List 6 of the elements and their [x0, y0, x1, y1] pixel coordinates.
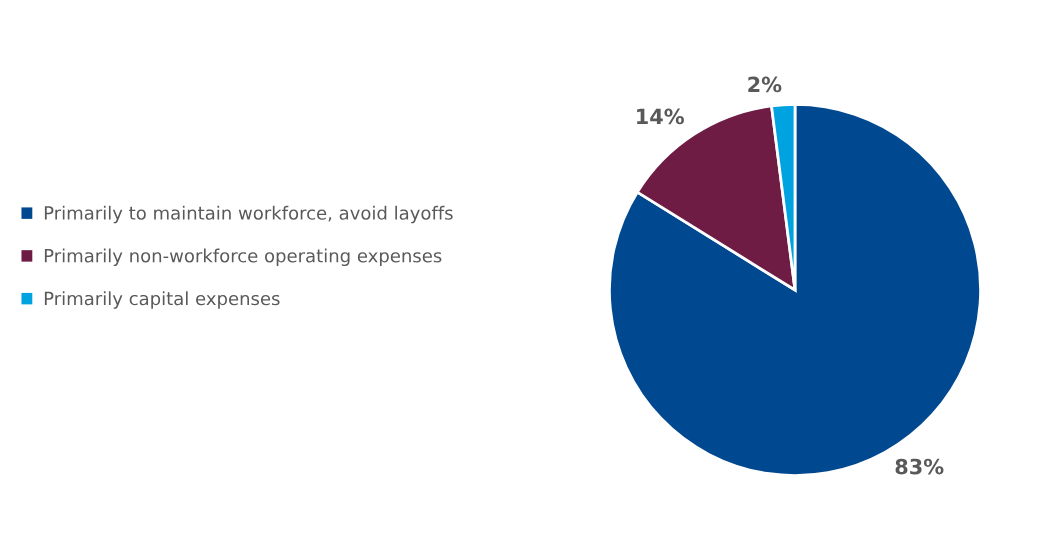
legend-label: Primarily capital expenses — [44, 291, 280, 309]
legend-label: Primarily non-workforce operating expenses — [44, 248, 442, 267]
data-label: 2% — [748, 76, 782, 93]
legend-label: Primarily to maintain workforce, avoid layoffs — [44, 205, 453, 224]
data-label: 14% — [637, 108, 684, 125]
data-label: 83% — [895, 458, 944, 475]
